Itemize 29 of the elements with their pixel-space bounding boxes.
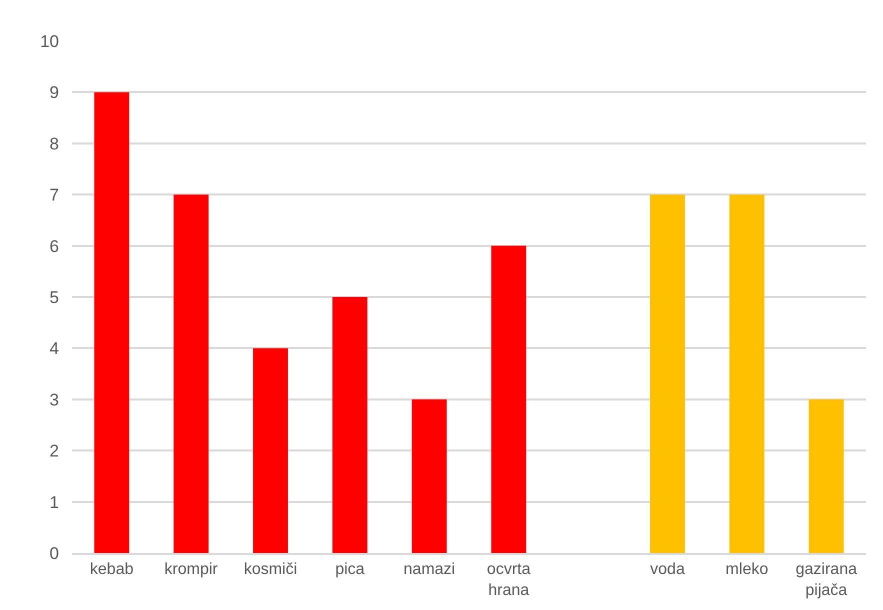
x-tick-label: voda [650, 560, 685, 578]
bar [729, 194, 764, 553]
y-tick-label: 2 [50, 442, 59, 461]
bar [94, 92, 130, 553]
y-tick-label: 6 [50, 236, 59, 256]
x-tick-label: krompir [164, 560, 218, 578]
bar [650, 194, 685, 553]
bar [808, 399, 844, 553]
x-tick-label: namazi [404, 560, 456, 578]
x-tick-label: kebab [90, 560, 134, 578]
bar [332, 297, 368, 553]
y-tick-label: 1 [50, 492, 59, 512]
y-tick-label: 9 [50, 83, 59, 102]
bar [253, 348, 288, 553]
y-tick-label: 0 [50, 544, 59, 563]
x-tick-label: kosmiči [244, 560, 298, 578]
x-tick-label: pica [335, 560, 365, 578]
y-tick-label: 8 [50, 134, 59, 154]
y-tick-label: 5 [50, 288, 59, 307]
y-tick-label: 10 [40, 32, 59, 51]
y-tick-label: 3 [50, 390, 59, 410]
bar [412, 399, 447, 553]
x-tick-label: mleko [726, 560, 768, 578]
bar [491, 246, 526, 553]
x-tick-label: ocvrta hrana [486, 560, 531, 599]
y-tick-label: 7 [50, 186, 59, 205]
y-tick-label: 4 [50, 339, 59, 358]
x-tick-label: gazirana pijača [796, 560, 858, 599]
bar [174, 194, 209, 553]
